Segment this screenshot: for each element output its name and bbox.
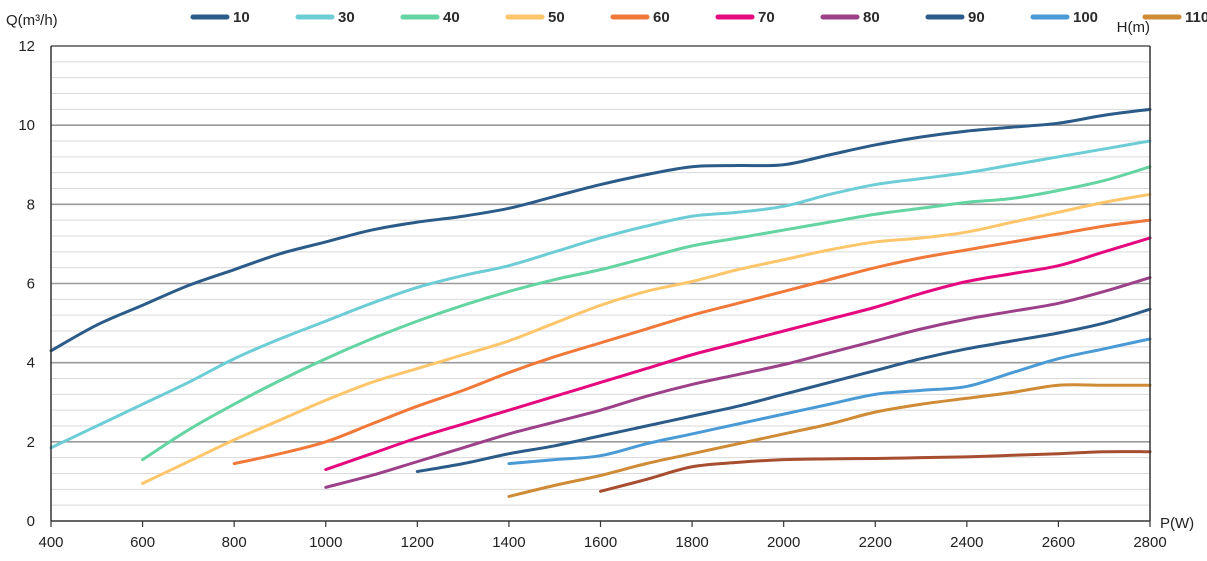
legend: 1030405060708090100110120	[190, 9, 1207, 26]
series-line-60	[232, 218, 1152, 466]
y-tick-label: 12	[18, 38, 35, 55]
x-tick-label: 1800	[675, 534, 708, 551]
series-line-10	[49, 107, 1152, 353]
x-tick-label: 2400	[950, 534, 983, 551]
series-line-110	[507, 383, 1152, 498]
series-line-90	[415, 307, 1152, 474]
legend-label-70: 70	[758, 9, 775, 26]
series-line-120	[599, 450, 1152, 493]
series-line-100	[507, 337, 1152, 466]
y-tick-label: 2	[27, 434, 35, 451]
legend-label-90: 90	[968, 9, 985, 26]
y-tick-label: 8	[27, 196, 35, 213]
x-tick-label: 2200	[859, 534, 892, 551]
x-tick-label: 1200	[401, 534, 434, 551]
grid	[51, 45, 1150, 506]
x-ticks: 400 600 800 1000 1200 1400 1600 1800 2000 2200 240…	[38, 521, 1167, 551]
x-axis-label: P(W)	[1160, 515, 1194, 532]
x-tick-label: 800	[222, 534, 247, 551]
right-axis-label: H(m)	[1117, 19, 1150, 36]
legend-label-100: 100	[1073, 9, 1098, 26]
legend-label-50: 50	[548, 9, 565, 26]
series-line-50	[141, 192, 1152, 485]
y-tick-label: 0	[27, 513, 35, 530]
series-lines	[49, 107, 1152, 498]
legend-label-30: 30	[338, 9, 355, 26]
series-line-40	[141, 165, 1152, 462]
y-tick-label: 4	[27, 355, 35, 372]
x-tick-label: 600	[130, 534, 155, 551]
x-tick-label: 2800	[1133, 534, 1166, 551]
legend-label-60: 60	[653, 9, 670, 26]
series-line-80	[324, 276, 1152, 489]
x-tick-label: 1400	[492, 534, 525, 551]
x-tick-label: 1000	[309, 534, 342, 551]
legend-label-80: 80	[863, 9, 880, 26]
x-tick-label: 2600	[1042, 534, 1075, 551]
y-ticks: 0 2 4 6 8 10 12	[18, 38, 35, 530]
x-tick-label: 2000	[767, 534, 800, 551]
legend-label-40: 40	[443, 9, 460, 26]
y-tick-label: 10	[18, 117, 35, 134]
legend-label-110: 110	[1185, 9, 1207, 26]
x-tick-label: 1600	[584, 534, 617, 551]
y-tick-label: 6	[27, 276, 35, 293]
legend-label-10: 10	[233, 9, 250, 26]
y-axis-label: Q(m³/h)	[6, 12, 58, 29]
series-line-30	[49, 139, 1152, 450]
x-tick-label: 400	[38, 534, 63, 551]
series-line-70	[324, 236, 1152, 472]
